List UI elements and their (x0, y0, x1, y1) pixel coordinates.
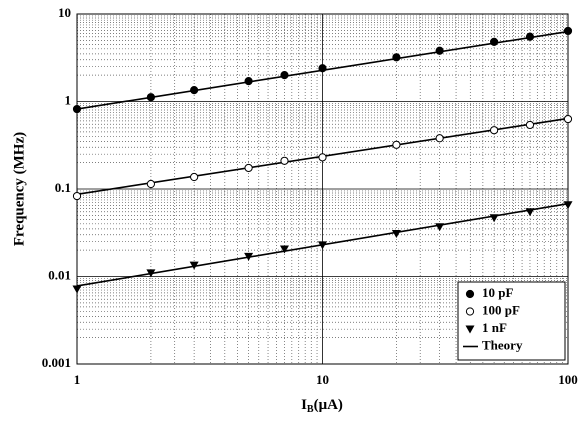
marker (73, 192, 80, 199)
marker (147, 94, 154, 101)
legend-label: 1 nF (482, 320, 507, 335)
marker (526, 33, 533, 40)
marker (392, 230, 401, 238)
marker (281, 157, 288, 164)
legend-marker (466, 308, 473, 315)
marker (564, 27, 571, 34)
legend-label: Theory (482, 337, 523, 352)
marker (319, 65, 326, 72)
marker (490, 38, 497, 45)
marker (564, 201, 573, 209)
legend-label: 10 pF (482, 285, 513, 300)
y-tick-label: 10 (58, 5, 71, 20)
y-axis-label: Frequency (MHz) (11, 132, 27, 246)
x-tick-label: 100 (558, 372, 578, 387)
marker (564, 115, 571, 122)
x-tick-label: 10 (316, 372, 329, 387)
marker (191, 86, 198, 93)
marker (73, 285, 82, 293)
marker (490, 127, 497, 134)
marker (319, 154, 326, 161)
marker (147, 180, 154, 187)
y-tick-label: 0.001 (42, 355, 71, 370)
marker (191, 173, 198, 180)
x-axis-label: IB(μA) (301, 397, 343, 415)
marker (281, 72, 288, 79)
chart: Frequency (MHz) IB(μA) 1 10 100 0.001 0.01 0.… (0, 0, 583, 421)
marker (393, 54, 400, 61)
marker (526, 121, 533, 128)
marker (245, 164, 252, 171)
legend-label: 100 pF (482, 302, 520, 317)
y-tick-label: 1 (65, 92, 72, 107)
y-tick-label: 0.1 (55, 180, 71, 195)
marker (436, 135, 443, 142)
x-tick-label: 1 (74, 372, 81, 387)
marker (490, 214, 499, 222)
y-tick-label: 0.01 (48, 267, 71, 282)
marker (393, 141, 400, 148)
marker (436, 47, 443, 54)
x-axis-label-unit: (μA) (314, 397, 343, 413)
marker (435, 223, 444, 231)
marker (245, 78, 252, 85)
legend-marker (466, 290, 473, 297)
marker (73, 105, 80, 112)
